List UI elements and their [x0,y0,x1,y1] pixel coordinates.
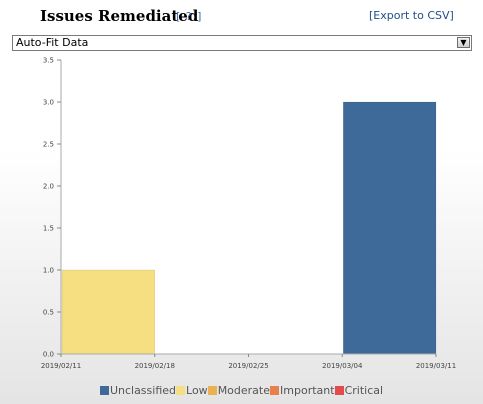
x-tick-label: 2019/02/11 [41,362,81,370]
legend-swatch [176,386,186,395]
y-tick-label: 0.5 [43,309,54,317]
y-tick-label: 3.5 [43,57,54,65]
issues-remediated-chart: 0.0 0.5 1.0 1.5 2.0 2.5 3.0 3.5 2019/02/11 2019/0… [41,57,456,371]
legend-label: Low [186,384,208,397]
x-tick-label: 2019/02/18 [135,362,175,370]
x-tick-label: 2019/03/11 [416,362,456,370]
y-tick-label: 2.0 [43,183,54,191]
widget-header: Issues Remediated [ ? ] [Export to CSV] [0,0,483,32]
legend-item-moderate[interactable]: Moderate [207,384,271,397]
legend-item-unclassified[interactable]: Unclassified [99,384,177,397]
view-mode-select[interactable]: Auto-Fit Data ▼ [12,35,472,51]
legend-swatch [99,386,109,395]
y-tick-label: 3.0 [43,99,54,107]
legend-swatch [207,386,217,395]
y-tick-label: 1.5 [43,225,54,233]
legend-label: Moderate [217,384,271,397]
x-tick-label: 2019/02/25 [228,362,268,370]
widget-title: Issues Remediated [40,7,199,25]
bar-unclassified-2019-03-04[interactable] [343,101,437,355]
legend-item-critical[interactable]: Critical [334,384,384,397]
x-tick-label: 2019/03/04 [322,362,363,370]
bar-low-2019-02-11[interactable] [61,269,155,355]
export-csv-link[interactable]: [Export to CSV] [369,9,454,22]
help-link[interactable]: [ ? ] [176,10,203,23]
chevron-down-icon[interactable]: ▼ [457,37,470,48]
legend-swatch [334,386,344,395]
view-mode-selected-value: Auto-Fit Data [16,36,89,49]
y-tick-label: 1.0 [43,267,54,275]
legend-label: Critical [344,384,384,397]
chart-legend: Unclassified Low Moderate Important Critical [0,384,483,397]
legend-item-important[interactable]: Important [270,384,335,397]
y-tick-label: 0.0 [43,351,54,359]
legend-swatch [270,386,280,395]
legend-label: Unclassified [109,384,177,397]
y-tick-label: 2.5 [43,141,54,149]
legend-item-low[interactable]: Low [176,384,208,397]
legend-label: Important [280,384,335,397]
